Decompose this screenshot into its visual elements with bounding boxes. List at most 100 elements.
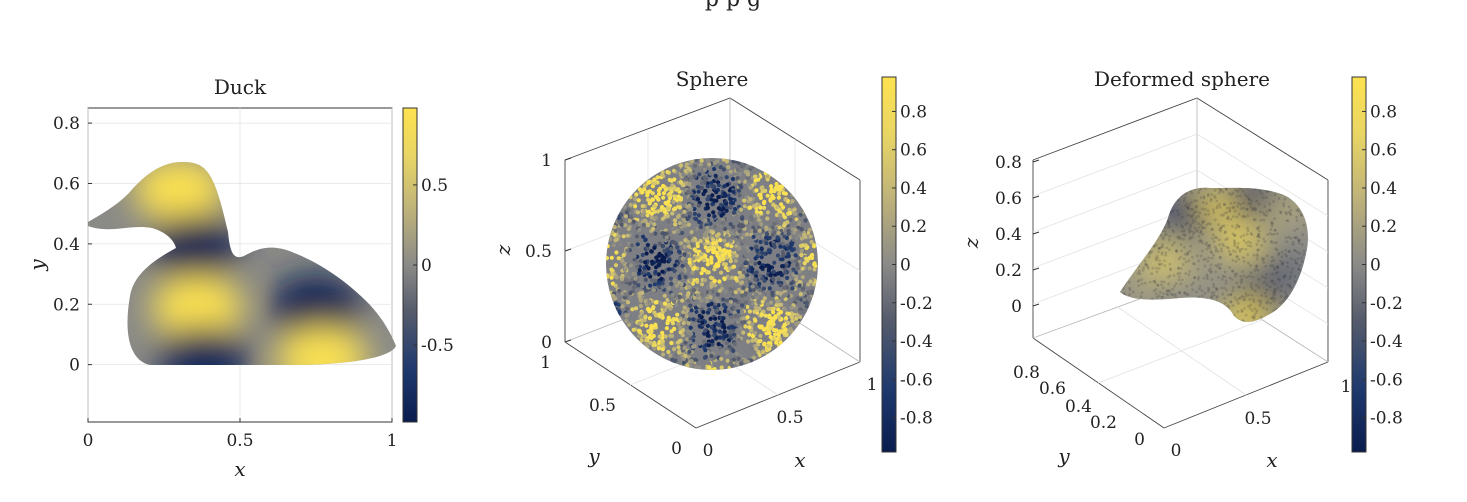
sphere-point — [786, 254, 791, 259]
deformed-point — [1312, 261, 1315, 264]
deformed-point — [1301, 233, 1305, 237]
deformed-point — [1172, 241, 1176, 244]
sphere-point — [705, 333, 711, 338]
sphere-point — [774, 181, 779, 187]
sphere-point — [631, 327, 636, 332]
sphere-point — [622, 205, 627, 210]
deformed-point — [1219, 256, 1222, 260]
sphere-point — [799, 253, 804, 258]
deformed-point — [1209, 199, 1213, 203]
sphere-point — [731, 189, 736, 194]
sphere-point — [680, 230, 685, 236]
sphere-point — [671, 207, 677, 212]
sphere-point — [792, 230, 797, 235]
sphere-point — [668, 193, 673, 198]
sphere-point — [659, 237, 664, 243]
sphere-point — [665, 247, 670, 252]
deformed-point — [1163, 312, 1167, 316]
sphere-point — [745, 232, 750, 237]
sphere-point — [641, 222, 647, 227]
deformed-point — [1159, 221, 1162, 224]
deformed-point — [1195, 228, 1199, 232]
colorbar-tick-label: -0.2 — [1370, 294, 1403, 314]
deformed-point — [1291, 267, 1295, 271]
deformed-point — [1255, 264, 1258, 268]
sphere-point — [686, 298, 691, 303]
sphere-point — [716, 206, 722, 211]
deformed-point — [1150, 300, 1153, 303]
deformed-point — [1149, 208, 1153, 212]
sphere-point — [693, 357, 698, 362]
sphere-point — [629, 277, 634, 282]
sphere-point — [775, 271, 780, 276]
deformed-point — [1229, 252, 1233, 256]
deformed-point — [1302, 266, 1306, 270]
deformed-z-tick — [1032, 159, 1040, 163]
sphere-y-tick-label: 0 — [671, 439, 682, 459]
deformed-point — [1155, 254, 1159, 258]
deformed-point — [1263, 240, 1267, 243]
sphere-point — [683, 316, 688, 321]
deformed-point — [1117, 314, 1120, 317]
sphere-point — [691, 317, 696, 322]
deformed-point — [1261, 275, 1264, 278]
deformed-point — [1303, 278, 1307, 282]
sphere-point — [784, 316, 789, 321]
deformed-point — [1307, 251, 1308, 255]
sphere-point — [726, 193, 731, 198]
sphere-point — [749, 228, 754, 233]
sphere-point — [756, 217, 761, 222]
sphere-point — [728, 299, 734, 304]
deformed-point — [1270, 220, 1273, 224]
deformed-point — [1215, 236, 1219, 240]
deformed-point — [1157, 250, 1160, 254]
deformed-point — [1238, 249, 1242, 253]
deformed-point — [1195, 230, 1199, 233]
deformed-point — [1288, 211, 1292, 215]
sphere-point — [732, 310, 738, 315]
sphere-point — [663, 334, 668, 339]
deformed-point — [1225, 288, 1228, 292]
sphere-point — [740, 280, 745, 285]
sphere-point — [703, 328, 708, 333]
sphere-point — [649, 232, 655, 237]
deformed-point — [1268, 285, 1272, 289]
deformed-point — [1116, 225, 1119, 228]
sphere-point — [705, 184, 710, 189]
sphere-point — [699, 271, 704, 276]
deformed-point — [1178, 275, 1181, 278]
deformed-point — [1198, 284, 1202, 288]
sphere-point — [708, 171, 713, 176]
sphere-point — [703, 348, 708, 353]
sphere-point — [723, 262, 729, 267]
deformed-point — [1286, 265, 1289, 269]
deformed-point — [1177, 212, 1180, 216]
deformed-point — [1295, 209, 1299, 212]
sphere-point — [628, 195, 633, 200]
sphere-point — [748, 197, 753, 202]
sphere-point — [672, 163, 677, 168]
deformed-point — [1183, 233, 1187, 237]
deformed-point — [1192, 298, 1196, 302]
deformed-point — [1257, 202, 1261, 206]
sphere-point — [613, 283, 618, 288]
sphere-point — [640, 204, 645, 209]
deformed-point — [1123, 251, 1127, 255]
sphere-point — [718, 202, 724, 207]
deformed-point — [1155, 270, 1159, 274]
deformed-point — [1212, 291, 1216, 294]
deformed-point — [1310, 221, 1313, 224]
deformed-point — [1200, 289, 1204, 292]
deformed-point — [1120, 291, 1121, 294]
deformed-point — [1200, 325, 1203, 328]
sphere-point — [759, 247, 764, 252]
sphere-point — [648, 220, 654, 225]
sphere-point — [790, 318, 795, 323]
deformed-point — [1260, 192, 1264, 196]
deformed-point — [1284, 211, 1288, 214]
deformed-point — [1162, 280, 1166, 284]
sphere-point — [675, 166, 680, 171]
deformed-point — [1293, 258, 1297, 262]
deformed-point — [1283, 300, 1287, 304]
deformed-point — [1179, 282, 1183, 286]
